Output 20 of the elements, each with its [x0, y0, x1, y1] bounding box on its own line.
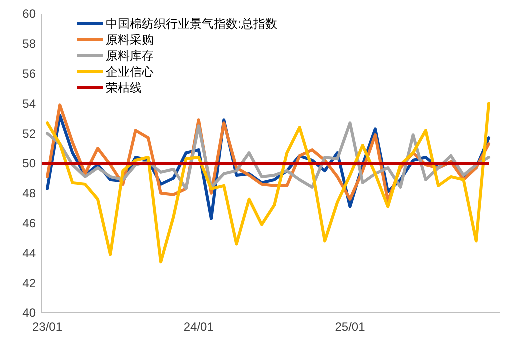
x-tick-label: 24/01: [184, 320, 214, 334]
legend-label: 荣枯线: [106, 81, 142, 96]
x-tick-label: 25/01: [335, 320, 366, 334]
y-tick-label: 40: [22, 306, 36, 320]
legend-label: 原料采购: [106, 33, 154, 48]
line-series: [46, 102, 490, 264]
y-tick-label: 46: [22, 216, 36, 230]
y-tick-label: 44: [22, 246, 36, 260]
y-tick-label: 52: [22, 126, 36, 141]
y-tick-label: 56: [22, 67, 36, 81]
legend-label: 中国棉纺织行业景气指数:总指数: [106, 17, 278, 32]
x-tick-label: 23/01: [32, 320, 63, 334]
y-tick-label: 54: [22, 96, 36, 111]
y-tick-label: 50: [22, 156, 36, 171]
y-tick-label: 42: [22, 276, 36, 290]
y-tick-label: 60: [22, 7, 36, 22]
y-tick-label: 58: [22, 37, 36, 52]
legend-label: 企业信心: [106, 65, 154, 80]
legend-label: 原料库存: [106, 49, 154, 64]
y-tick-label: 48: [22, 186, 36, 201]
